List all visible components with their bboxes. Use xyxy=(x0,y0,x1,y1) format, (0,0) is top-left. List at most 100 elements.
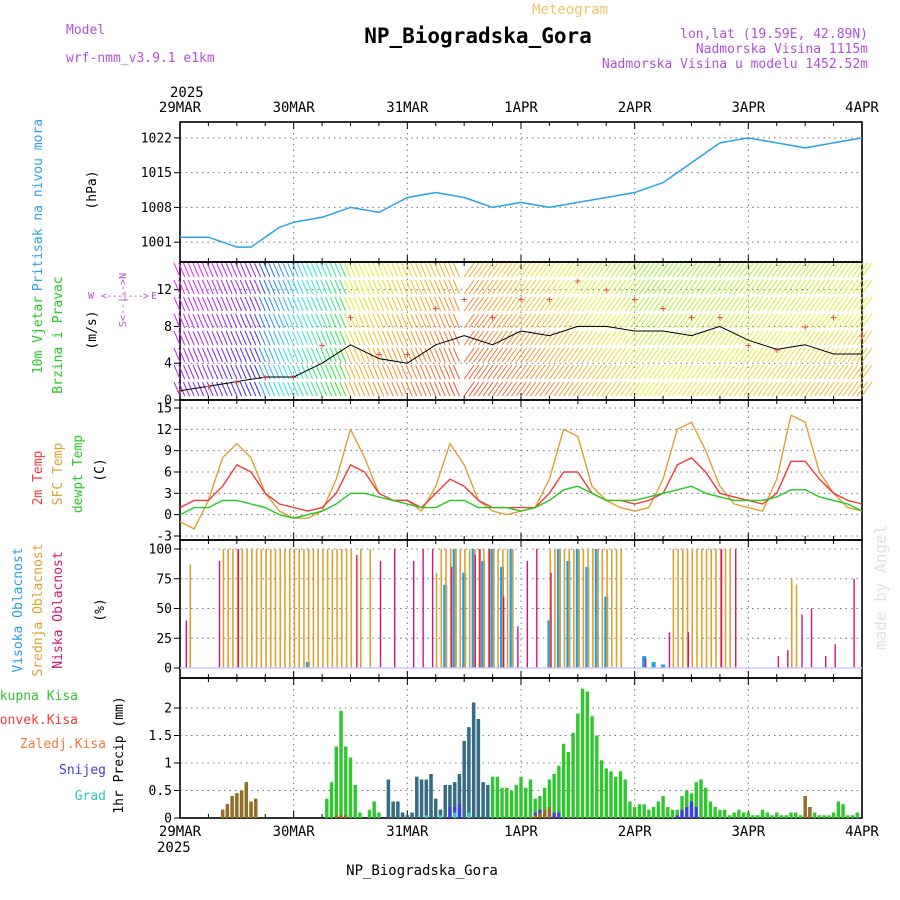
wind-barb xyxy=(530,330,541,346)
wind-barb xyxy=(353,330,361,346)
precip-bar xyxy=(727,815,732,818)
precip-bar xyxy=(467,812,471,818)
wind-barb xyxy=(657,262,669,278)
wind-barb xyxy=(686,296,698,312)
panel-2: -3 0 3 6 9 12 15 xyxy=(156,399,863,545)
wind-barb xyxy=(752,381,764,397)
wind-barb xyxy=(738,381,750,397)
wind-barb xyxy=(638,296,650,312)
wind-barb xyxy=(591,296,603,312)
precip-bar xyxy=(547,807,552,818)
wind-barb xyxy=(620,296,631,312)
wind-barb xyxy=(762,313,773,329)
wind-barb xyxy=(691,279,702,295)
precip-bar xyxy=(429,774,433,818)
wind-barb xyxy=(667,364,679,380)
wind-barb xyxy=(506,262,518,278)
wind-barb xyxy=(686,381,698,397)
wind-barb xyxy=(776,381,788,397)
wind-barb xyxy=(776,330,788,346)
wind-barb xyxy=(544,381,556,397)
wind-barb xyxy=(833,347,844,363)
wind-barb xyxy=(419,347,427,363)
wind-barb xyxy=(501,364,513,380)
wind-barb xyxy=(492,296,503,312)
panel-frame xyxy=(179,399,863,541)
wind-barb xyxy=(781,313,792,329)
wind-barb xyxy=(268,330,276,346)
wind-barb xyxy=(686,330,698,346)
wind-barb xyxy=(344,262,351,278)
wind-barb xyxy=(515,347,527,363)
wind-barb xyxy=(620,330,631,346)
wind-barb xyxy=(549,364,560,380)
wind-barb xyxy=(329,296,337,312)
wind-barb xyxy=(473,347,485,363)
precip-bar xyxy=(557,765,561,818)
wind-barb xyxy=(766,313,778,329)
wind-barb xyxy=(837,330,849,346)
wind-barb xyxy=(362,381,370,397)
wind-barb xyxy=(511,262,522,278)
wind-barb xyxy=(638,262,650,278)
wind-barb xyxy=(506,313,518,329)
precip-bar xyxy=(410,812,414,818)
wind-barb xyxy=(183,364,190,380)
wind-barb xyxy=(492,262,503,278)
wind-barb xyxy=(781,381,792,397)
x-date-label-top: 1APR xyxy=(504,100,538,116)
wind-barb xyxy=(828,296,840,312)
wind-barb xyxy=(434,347,441,363)
wind-barb xyxy=(610,313,622,329)
precip-bar xyxy=(831,812,836,818)
x-date-label-top: 29MAR xyxy=(159,100,202,116)
wind-barb xyxy=(249,330,257,346)
wind-barb xyxy=(833,364,844,380)
wind-barb xyxy=(468,364,480,380)
wind-barb xyxy=(358,381,366,397)
wind-barb xyxy=(653,296,665,312)
wind-barb xyxy=(800,330,811,346)
wind-barb xyxy=(567,313,579,329)
wind-barb xyxy=(268,296,276,312)
precip-bar xyxy=(614,776,618,818)
wind-barb xyxy=(201,313,209,329)
wind-barb xyxy=(443,330,451,346)
gust-marker: + xyxy=(177,385,184,398)
wind-barb xyxy=(724,313,736,329)
svg-text:10m Vjetar: 10m Vjetar xyxy=(31,296,46,374)
wind-barb xyxy=(539,381,551,397)
wind-barb xyxy=(733,262,745,278)
wind-barb xyxy=(842,313,854,329)
wind-barb xyxy=(511,313,522,329)
chart-subtitle: Meteogram xyxy=(532,2,608,18)
wind-barb xyxy=(187,330,195,346)
wind-barb xyxy=(386,279,394,295)
wind-barb xyxy=(852,262,863,278)
wind-barb xyxy=(539,330,551,346)
wind-barb xyxy=(818,262,830,278)
wind-barb xyxy=(506,364,518,380)
wind-barb xyxy=(391,279,399,295)
wind-barb xyxy=(837,347,849,363)
wind-barb xyxy=(743,330,755,346)
wind-barb xyxy=(629,364,641,380)
wind-barb xyxy=(235,296,243,312)
wind-barb xyxy=(272,313,280,329)
wind-barb xyxy=(468,313,480,329)
wind-barb xyxy=(511,381,522,397)
wind-barb xyxy=(847,262,859,278)
wind-barb xyxy=(539,313,551,329)
precip-bar xyxy=(467,727,471,818)
wind-barb xyxy=(515,330,527,346)
wind-barb xyxy=(582,347,593,363)
wind-barb xyxy=(752,296,764,312)
wind-barb xyxy=(515,381,527,397)
wind-barb xyxy=(496,262,508,278)
wind-barb xyxy=(192,279,200,295)
precip-bar xyxy=(765,812,769,818)
svg-text:Zaledj.Kisa: Zaledj.Kisa xyxy=(20,737,106,752)
y-tick-label: 12 xyxy=(156,423,172,438)
wind-barb xyxy=(211,262,219,278)
wind-barb xyxy=(296,313,304,329)
